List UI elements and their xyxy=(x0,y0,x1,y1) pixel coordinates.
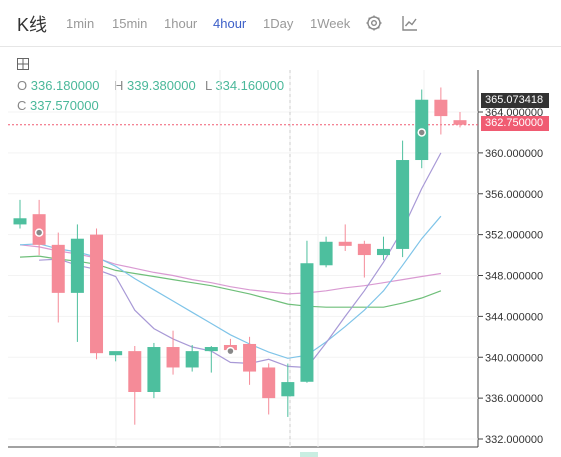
y-tick-label: 336.000000 xyxy=(485,393,543,405)
ohlc-close: C 337.570000 xyxy=(17,98,99,113)
marker-dot xyxy=(34,228,44,237)
y-tick-label: 356.000000 xyxy=(485,189,543,201)
candle-body xyxy=(281,382,295,397)
marker-dot xyxy=(417,128,426,137)
tab-4hour[interactable]: 4hour xyxy=(213,16,247,31)
y-tick-label: 352.000000 xyxy=(485,230,543,242)
y-tick-label: 360.000000 xyxy=(485,148,543,160)
candle-body xyxy=(166,347,180,368)
tab-1min[interactable]: 1min xyxy=(66,16,95,31)
marker-dot xyxy=(226,346,235,356)
ohlc-high: H 339.380000 xyxy=(114,78,196,93)
candlestick-chart[interactable]: 332.000000 336.000000 340.000000 344.000000… xyxy=(0,48,561,457)
candle-body xyxy=(204,347,218,352)
candle-body xyxy=(13,218,27,225)
candle-body xyxy=(128,351,142,392)
chart-title: K线 xyxy=(17,15,48,35)
scroll-handle xyxy=(300,452,318,457)
candle-body xyxy=(357,243,371,256)
y-tick-label: 340.000000 xyxy=(485,352,543,364)
tab-15min[interactable]: 15min xyxy=(112,16,148,31)
tab-1hour[interactable]: 1hour xyxy=(164,16,198,31)
chart-toolbar: K线 1min 15min 1hour 4hour 1Day 1Week xyxy=(0,0,561,47)
y-tick-label: 348.000000 xyxy=(485,271,543,283)
candle-body xyxy=(70,238,84,293)
price-tag-top: 365.073418 xyxy=(481,93,549,108)
candle-body xyxy=(243,343,257,372)
y-tick-label: 344.000000 xyxy=(485,311,543,323)
tab-1week[interactable]: 1Week xyxy=(310,16,351,31)
candle-body xyxy=(90,234,104,354)
candle-body xyxy=(300,263,314,382)
candle-body xyxy=(338,241,352,246)
ohlc-open: O 336.180000 xyxy=(17,78,100,93)
candle-body xyxy=(109,351,123,356)
candle-body xyxy=(147,347,161,392)
ohlc-low: L 334.160000 xyxy=(205,78,285,93)
crosshair-icon[interactable] xyxy=(17,58,29,70)
ma-fast-line xyxy=(39,152,442,369)
candle-body xyxy=(319,241,333,266)
candle-body xyxy=(453,120,467,125)
price-tag-last: 362.750000 xyxy=(481,116,549,131)
candle-body xyxy=(185,351,199,368)
tab-1day[interactable]: 1Day xyxy=(263,16,294,31)
candle-body xyxy=(434,99,448,117)
candle-body xyxy=(262,367,276,399)
line-chart-icon[interactable] xyxy=(401,14,419,32)
candle-body xyxy=(51,244,65,293)
gear-icon[interactable] xyxy=(365,14,383,32)
candle-body xyxy=(396,160,410,249)
candle-body xyxy=(376,248,390,256)
y-tick-label: 332.000000 xyxy=(485,434,543,446)
